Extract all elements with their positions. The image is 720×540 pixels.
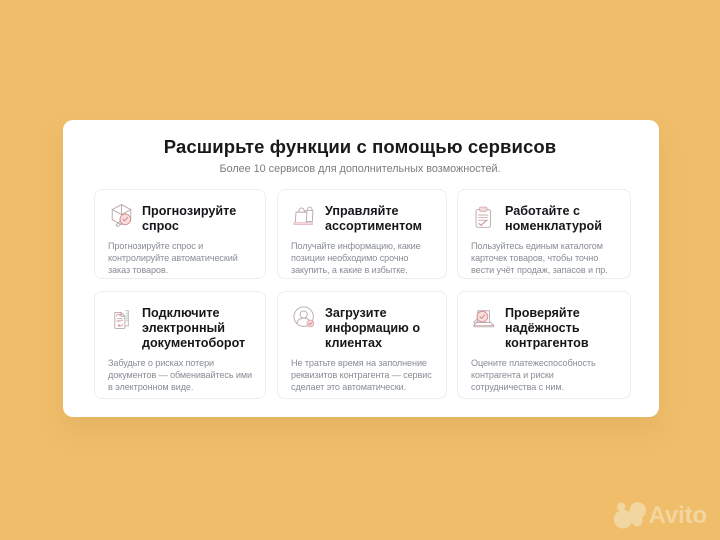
svg-text:Avito: Avito (649, 502, 708, 529)
